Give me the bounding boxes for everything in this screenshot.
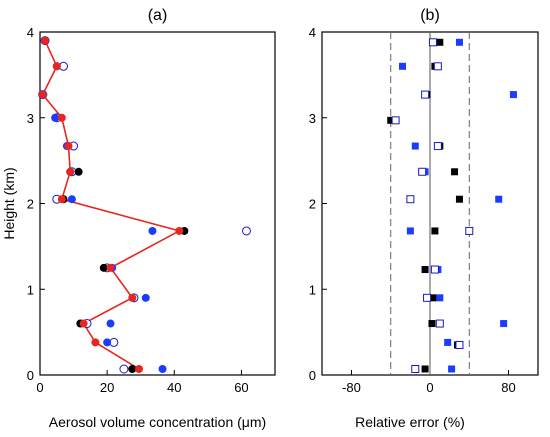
data-point [241,226,251,236]
data-point [431,227,439,235]
panel-b-marks [387,32,517,375]
data-point [391,116,400,125]
data-point [411,142,419,150]
data-point [66,167,75,176]
data-point [67,195,76,204]
data-point [106,263,115,272]
y-axis-title: Height (km) [1,167,17,239]
x-tick-label: 0 [36,380,43,395]
data-point [421,266,429,274]
panel-b-label: (b) [420,7,440,24]
data-point [418,167,427,176]
panel-a: (a) 0 20 40 60 0 1 2 3 4 Aerosol volume concentr… [1,7,276,430]
data-point [52,62,61,71]
data-point [158,364,167,373]
data-point [387,116,395,124]
y-tick-label: 3 [309,111,316,126]
x-tick-label: -80 [342,380,361,395]
data-point [495,195,503,203]
data-point [106,319,115,328]
x-tick-label: 60 [234,380,248,395]
y-tick-label: 0 [309,368,316,383]
data-point [455,340,464,349]
data-point [421,90,430,99]
data-point [135,364,144,373]
data-point [455,195,463,203]
data-point [430,265,439,274]
data-point [119,364,129,374]
panel-a-x-axis-title: Aerosol volume concentration (μm) [49,414,266,430]
data-point [436,294,444,302]
data-point [406,227,414,235]
data-point [399,62,407,70]
y-tick-label: 4 [27,25,34,40]
x-tick-label: 20 [100,380,114,395]
data-point [509,91,517,99]
data-point [141,293,150,302]
y-tick-label: 2 [309,197,316,212]
data-point [421,365,429,373]
data-point [428,38,437,47]
data-point [41,36,50,45]
data-point [57,195,66,204]
y-tick-label: 3 [27,111,34,126]
panel-b-x-axis-title: Relative error (%) [355,414,465,430]
data-point [436,38,444,46]
data-point [448,365,456,373]
panel-b: (b) -80 0 80 0 1 2 3 4 Relative error (%) [309,7,539,430]
y-tick-label: 2 [27,197,34,212]
data-point [57,113,66,122]
data-point [465,226,474,235]
panel-b-ticks: -80 0 80 0 1 2 3 4 [309,25,516,395]
y-tick-label: 1 [309,282,316,297]
data-point [411,364,420,373]
panel-a-marks [38,36,251,374]
data-point [406,195,415,204]
panel-a-label: (a) [148,7,168,24]
data-point [451,168,459,176]
data-point [91,338,100,347]
data-point [500,320,508,328]
data-point [128,293,137,302]
data-point [79,319,88,328]
data-point [128,364,137,373]
data-point [99,263,108,272]
x-tick-label: 0 [426,380,433,395]
data-point [148,226,157,235]
y-tick-label: 4 [309,25,316,40]
y-tick-label: 1 [27,282,34,297]
data-point [423,293,432,302]
x-tick-label: 40 [167,380,181,395]
data-point [64,142,73,151]
x-tick-label: 80 [501,380,515,395]
data-point [51,113,60,122]
data-point [74,167,83,176]
data-point [38,90,47,99]
data-point [429,294,437,302]
data-point [103,338,112,347]
data-point [433,142,442,151]
data-point [444,338,452,346]
data-point [435,319,444,328]
data-point [175,226,184,235]
y-tick-label: 0 [27,368,34,383]
data-point [433,62,442,71]
data-point [428,320,436,328]
data-point [455,38,463,46]
panel-a-ticks: 0 20 40 60 0 1 2 3 4 [27,25,249,395]
